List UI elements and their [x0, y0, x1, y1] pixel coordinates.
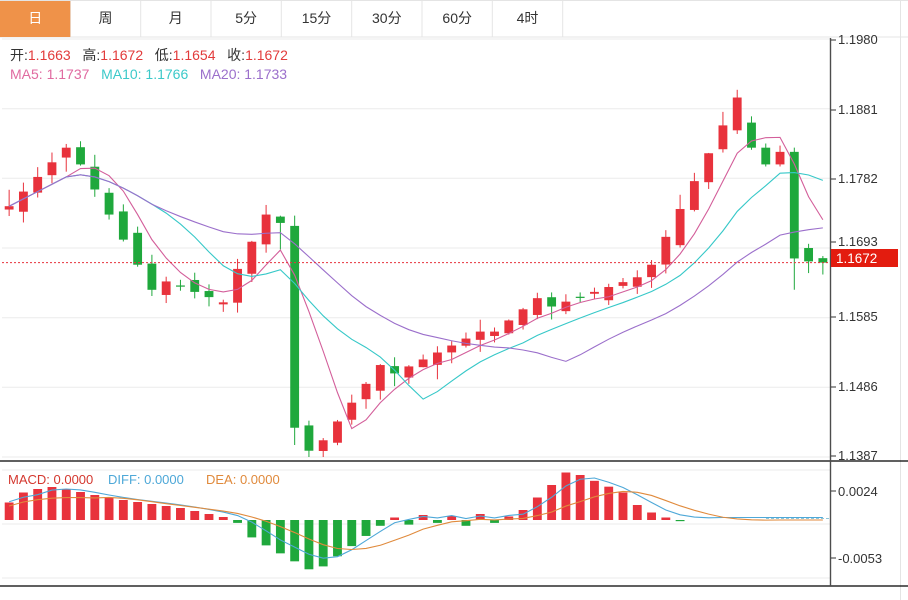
svg-text:DIFF: 0.0000: DIFF: 0.0000 — [108, 472, 184, 487]
svg-text:1.1980: 1.1980 — [838, 32, 878, 47]
svg-text:1.1585: 1.1585 — [838, 309, 878, 324]
svg-text:-0.0053: -0.0053 — [838, 551, 882, 566]
svg-text:0.0024: 0.0024 — [838, 484, 878, 499]
svg-text:1.1881: 1.1881 — [838, 102, 878, 117]
svg-text:MACD: 0.0000: MACD: 0.0000 — [8, 472, 93, 487]
svg-text:1.1486: 1.1486 — [838, 379, 878, 394]
svg-text:1.1672: 1.1672 — [836, 251, 877, 266]
svg-text:1.1387: 1.1387 — [838, 448, 878, 463]
svg-text:1.1782: 1.1782 — [838, 171, 878, 186]
svg-text:1.1693: 1.1693 — [838, 234, 878, 249]
svg-text:DEA: 0.0000: DEA: 0.0000 — [206, 472, 280, 487]
